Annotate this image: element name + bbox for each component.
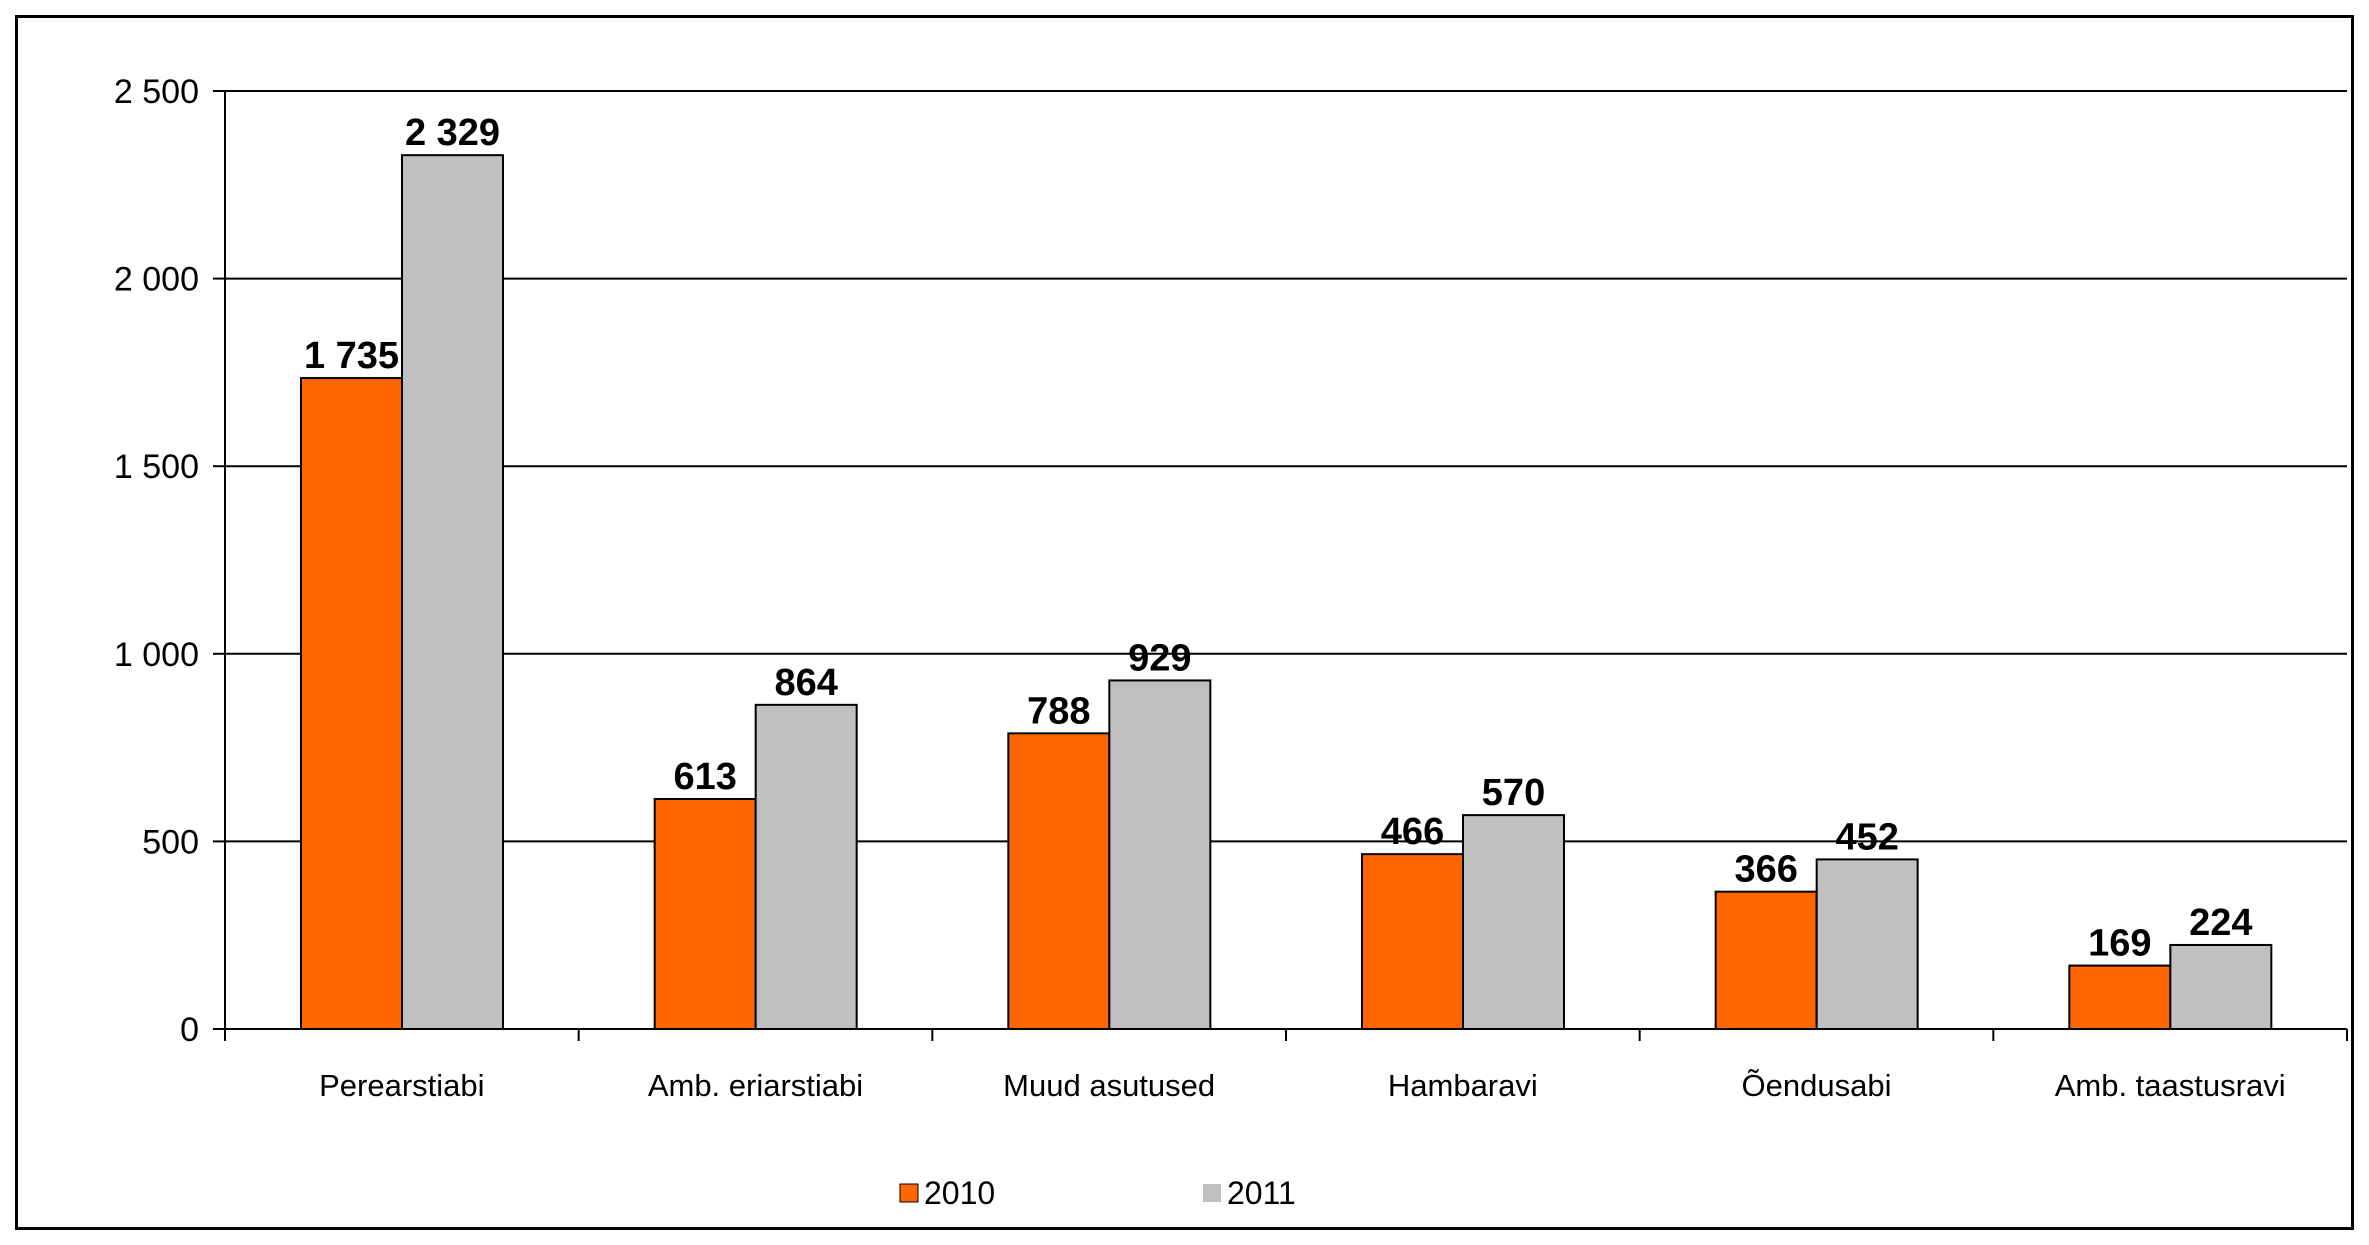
- data-label-2010: 169: [2088, 923, 2151, 965]
- bar-2010: [1007, 732, 1111, 1030]
- bar-2011: [1108, 679, 1212, 1030]
- bar-2010: [1714, 890, 1818, 1031]
- bar-2010: [653, 798, 757, 1030]
- y-tick-label: 2 000: [114, 261, 199, 299]
- data-label-2011: 570: [1482, 772, 1545, 814]
- data-label-2011: 929: [1128, 637, 1191, 679]
- bar-2010: [2068, 964, 2172, 1030]
- bar-2010: [300, 377, 403, 1030]
- data-label-2010: 788: [1027, 690, 1090, 732]
- gridlines: [225, 90, 2347, 843]
- y-tick-label: 1 000: [114, 636, 199, 674]
- x-category-label: Muud asutused: [1003, 1068, 1215, 1103]
- bar-2011: [401, 154, 504, 1031]
- data-label-2011: 2 329: [405, 112, 500, 154]
- legend-swatch-2010: [899, 1183, 919, 1203]
- legend: 2010 2011: [899, 1175, 1296, 1211]
- data-label-2011: 224: [2189, 902, 2252, 944]
- bars: [300, 154, 2273, 1031]
- legend-label-2010: 2010: [924, 1175, 995, 1211]
- x-category-label: Amb. taastusravi: [2055, 1068, 2286, 1103]
- data-label-2010: 466: [1381, 811, 1444, 853]
- y-tick-label: 2 500: [114, 73, 199, 111]
- y-tick-label: 1 500: [114, 448, 199, 486]
- x-category-label: Perearstiabi: [319, 1068, 484, 1103]
- bar-2011: [754, 703, 858, 1030]
- bar-2010: [1361, 853, 1464, 1030]
- bar-2011: [1462, 814, 1565, 1030]
- x-category-label: Õendusabi: [1742, 1068, 1892, 1103]
- data-label-2010: 366: [1734, 849, 1797, 891]
- data-label-2010: 613: [673, 756, 736, 798]
- axes: 0 500 1 000 1 500 2 000 2 500 Perearstiabi Amb.…: [114, 73, 2348, 1103]
- bar-2011: [1815, 858, 1919, 1030]
- y-tick-label: 500: [142, 823, 199, 861]
- data-label-2011: 452: [1835, 816, 1898, 858]
- x-category-label: Amb. eriarstiabi: [648, 1068, 863, 1103]
- data-label-2011: 864: [774, 662, 837, 704]
- legend-label-2011: 2011: [1227, 1175, 1296, 1211]
- data-label-2010: 1 735: [304, 335, 399, 377]
- data-labels: 1 735 2 329 613 864 788 929 466 570 366 452 169 224: [304, 112, 2253, 964]
- y-tick-label: 0: [180, 1011, 199, 1049]
- x-category-label: Hambaravi: [1388, 1068, 1538, 1103]
- bar-2011: [2169, 943, 2273, 1030]
- legend-swatch-2011: [1203, 1184, 1221, 1202]
